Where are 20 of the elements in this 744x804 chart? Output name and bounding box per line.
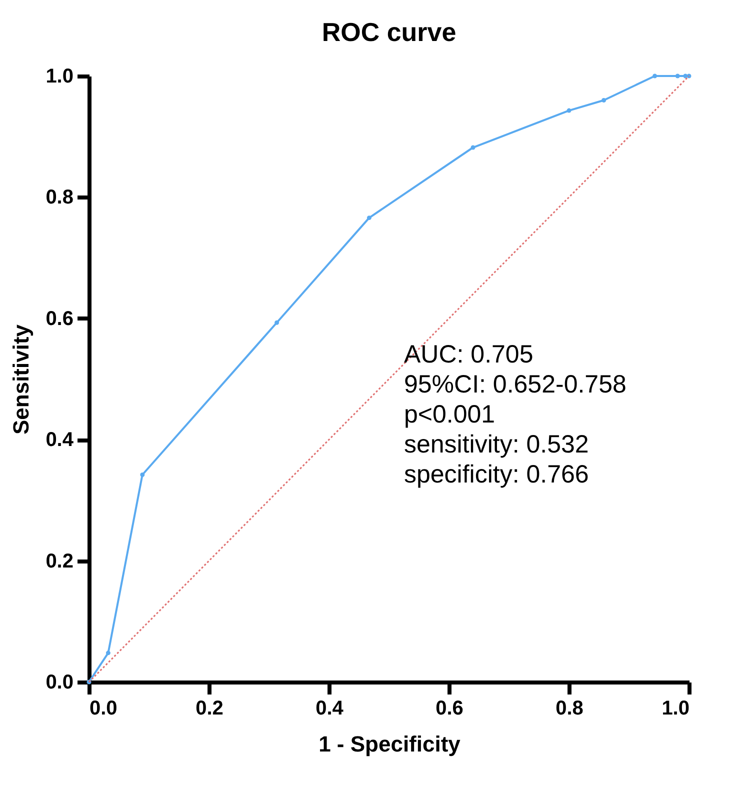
y-tick-label: 0.8 (46, 186, 74, 209)
annotation: sensitivity: 0.532 (404, 430, 589, 459)
y-tick-label: 0.2 (46, 550, 74, 572)
x-tick-label: 0.8 (556, 698, 584, 720)
y-tick-label: 0.4 (46, 429, 74, 452)
y-tick-label: 1.0 (46, 66, 74, 88)
x-tick-label: 0.0 (90, 698, 118, 720)
annotation: specificity: 0.766 (404, 460, 589, 489)
chart-title: ROC curve (322, 17, 456, 47)
annotation: AUC: 0.705 (404, 340, 534, 369)
x-axis-title: 1 - Specificity (318, 732, 462, 756)
annotation: 95%CI: 0.652-0.758 (404, 370, 626, 399)
x-tick-label: 1.0 (662, 698, 690, 720)
x-tick-label: 0.6 (436, 698, 464, 720)
y-tick-label: 0.0 (46, 672, 74, 694)
y-axis-title: Sensitivity (8, 324, 34, 435)
annotation: p<0.001 (404, 400, 496, 429)
y-tick-label: 0.6 (46, 308, 74, 330)
x-tick-label: 0.2 (196, 698, 224, 720)
x-tick-label: 0.4 (316, 698, 344, 720)
